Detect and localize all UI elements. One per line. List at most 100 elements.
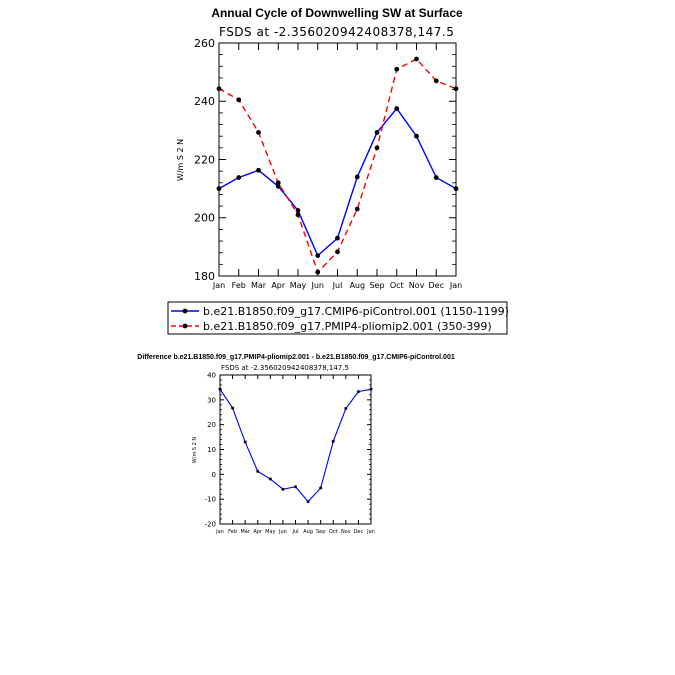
- chart2-series-1-point: [268, 477, 272, 481]
- annual-cycle-chart: Annual Cycle of Downwelling SW at Surfac…: [167, 6, 509, 335]
- x-tick-label: Dec: [429, 281, 444, 290]
- chart1-series-1-point: [236, 175, 242, 180]
- x-tick-label: Apr: [271, 281, 286, 290]
- legend-marker-2: [182, 323, 188, 329]
- chart2-series-1-point: [331, 439, 335, 443]
- x-tick-label: Oct: [329, 529, 338, 535]
- legend-box: [167, 301, 508, 335]
- x-tick-label: Nov: [409, 281, 425, 290]
- chart1-series-2-point: [236, 97, 242, 103]
- chart2-series-1-point: [243, 440, 247, 444]
- x-tick-label: Oct: [390, 281, 404, 290]
- x-tick-label: May: [290, 281, 307, 290]
- chart2-series-1-point: [281, 487, 285, 491]
- chart1-series-1-point: [216, 186, 222, 192]
- x-tick-label: Sep: [369, 281, 384, 290]
- chart1-series-2-point: [256, 130, 261, 135]
- legend-label-2: b.e21.B1850.f09_g17.PMIP4-pliomip2.001 (…: [203, 320, 492, 333]
- chart1-series-1-point: [335, 235, 340, 241]
- chart1-series-1-point: [374, 130, 380, 135]
- y-tick-label: 40: [207, 371, 216, 379]
- chart2-series-1-point: [256, 469, 260, 473]
- x-tick-label: Jun: [311, 281, 325, 290]
- y-tick-label: 180: [194, 270, 215, 283]
- chart1-series-2-point: [354, 206, 360, 212]
- x-tick-label: Aug: [349, 281, 365, 290]
- y-tick-label: 30: [207, 396, 216, 404]
- x-tick-label: Sep: [316, 529, 325, 535]
- chart2-axes: -20 -10 0 10 20 30 40 Jan Feb Mar Apr May Jun Jul Aug S…: [205, 371, 375, 535]
- chart2-series-1-line: [219, 388, 372, 503]
- chart2-series-1-point: [319, 486, 323, 490]
- chart2-series-1-point: [344, 407, 348, 411]
- x-tick-label: May: [265, 529, 275, 535]
- chart1-series-1-point: [275, 183, 281, 189]
- chart1-series-2-point: [374, 145, 380, 151]
- chart1-series-2-point: [394, 66, 400, 72]
- chart1-series-2-point: [275, 180, 281, 186]
- y-tick-label: 200: [194, 212, 215, 225]
- chart1-series-1-point: [295, 208, 301, 213]
- chart1-series-2-point: [414, 56, 419, 62]
- chart1-series-1-point: [433, 175, 439, 180]
- x-tick-label: Jun: [278, 529, 287, 535]
- chart2-series-1-point: [356, 390, 360, 394]
- chart2-y-axis-label: W/m S 2 N: [192, 437, 198, 464]
- chart2-series-1-point: [218, 387, 222, 391]
- chart2-series-1-point: [294, 485, 297, 489]
- chart1-axes: 180 200 220 240 260 Jan Feb Mar Apr May Jun Jul Aug S…: [194, 37, 462, 290]
- chart1-plot-frame: [218, 42, 457, 277]
- x-tick-label: Nov: [341, 529, 351, 535]
- x-tick-label: Dec: [354, 529, 364, 535]
- y-tick-label: 20: [207, 421, 216, 429]
- chart1-subtitle: FSDS at -2.356020942408378,147.5: [219, 25, 454, 39]
- chart1-series-1-point: [354, 174, 360, 180]
- x-tick-label: Mar: [240, 529, 250, 535]
- chart1-series-1-point: [394, 106, 400, 111]
- chart1-series-2-point: [295, 212, 301, 218]
- chart2-series-1-point: [306, 500, 310, 504]
- y-tick-label: 0: [212, 471, 216, 479]
- x-tick-label: Feb: [232, 281, 246, 290]
- chart1-y-axis-label: W/m S 2 N: [176, 139, 185, 181]
- chart2-series-1-point: [369, 387, 373, 391]
- chart1-series-2-point: [453, 86, 459, 92]
- chart1-series-2-point: [335, 249, 340, 255]
- x-tick-label: Jan: [212, 281, 225, 290]
- y-tick-label: 240: [194, 95, 215, 108]
- x-tick-label: Feb: [228, 529, 237, 535]
- chart1-title: Annual Cycle of Downwelling SW at Surfac…: [211, 6, 463, 20]
- x-tick-label: Aug: [303, 529, 313, 535]
- y-tick-label: 10: [207, 446, 216, 454]
- x-tick-label: Jan: [449, 281, 462, 290]
- y-tick-label: 220: [194, 153, 215, 166]
- chart1-series-2-point: [216, 86, 222, 92]
- chart1-series-group: [216, 56, 459, 275]
- chart1-series-2-point: [315, 269, 321, 275]
- chart2-series-group: [218, 387, 373, 504]
- chart1-series-1-point: [414, 133, 419, 139]
- y-tick-label: -20: [205, 520, 216, 528]
- x-tick-label: Jan: [215, 529, 224, 535]
- chart1-series-1-point: [256, 167, 261, 173]
- chart2-title: Difference b.e21.B1850.f09_g17.PMIP4-pli…: [137, 354, 455, 361]
- x-tick-label: Jul: [291, 529, 298, 535]
- chart1-series-1-line: [218, 107, 457, 257]
- chart1-series-1-point: [453, 186, 459, 192]
- x-tick-label: Jul: [332, 281, 343, 290]
- chart2-plot-frame: [219, 374, 372, 525]
- difference-chart: Difference b.e21.B1850.f09_g17.PMIP4-pli…: [137, 354, 455, 535]
- legend-marker-1: [182, 308, 188, 314]
- chart2-subtitle: FSDS at -2.356020942408378,147.5: [221, 364, 349, 372]
- chart1-legend: b.e21.B1850.f09_g17.CMIP6-piControl.001 …: [167, 301, 509, 335]
- y-tick-label: 260: [194, 37, 215, 50]
- legend-label-1: b.e21.B1850.f09_g17.CMIP6-piControl.001 …: [203, 305, 509, 318]
- x-tick-label: Apr: [253, 529, 263, 535]
- chart1-series-1-point: [315, 253, 321, 259]
- x-tick-label: Jan: [366, 529, 375, 535]
- y-tick-label: -10: [205, 496, 216, 504]
- x-tick-label: Mar: [251, 281, 267, 290]
- chart1-series-2-point: [433, 78, 439, 84]
- chart2-series-1-point: [231, 406, 235, 410]
